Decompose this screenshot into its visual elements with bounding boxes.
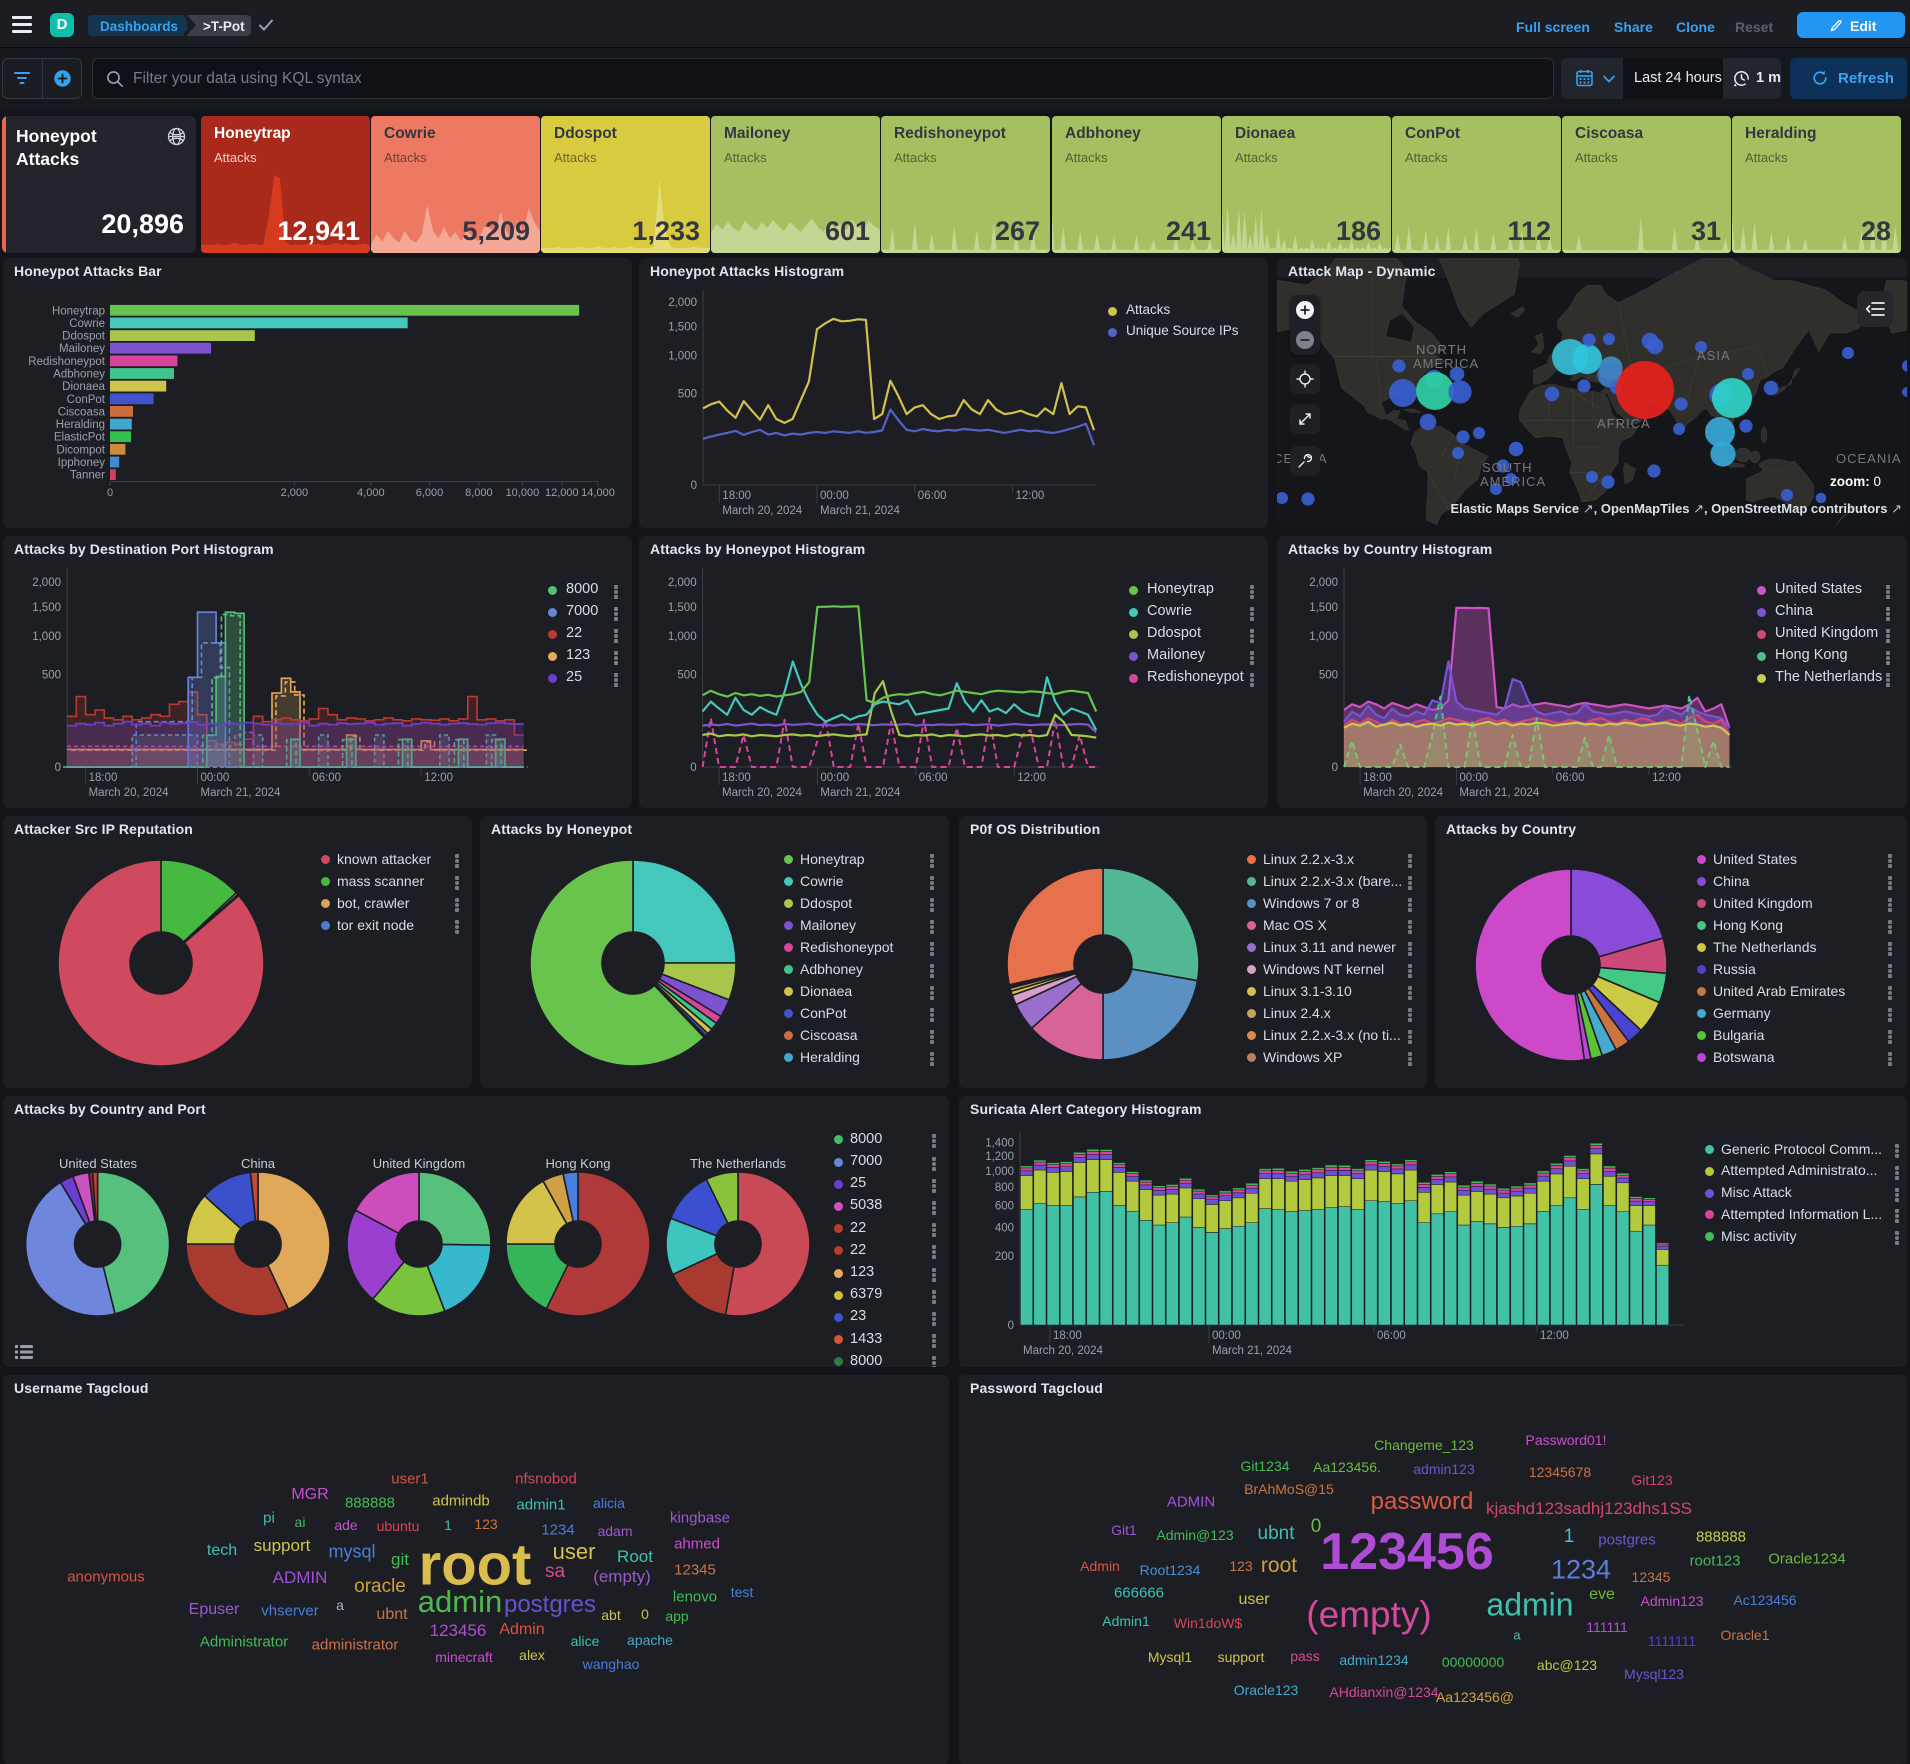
svg-text:10,000: 10,000 [506,487,540,499]
svg-text:Adbhoney: Adbhoney [53,369,105,381]
svg-text:0: 0 [107,487,113,499]
svg-text:ASIA: ASIA [1697,348,1731,363]
svg-text:Ipphoney: Ipphoney [58,457,106,469]
svg-text:NORTH: NORTH [1416,342,1467,357]
svg-text:March 21, 2024: March 21, 2024 [820,787,901,799]
svg-text:SOUTH: SOUTH [1482,460,1533,475]
svg-text:Ddospot: Ddospot [62,331,106,343]
svg-text:0: 0 [55,762,61,774]
svg-text:AFRICA: AFRICA [1597,416,1651,431]
svg-text:2,000: 2,000 [281,487,309,499]
svg-text:Redishoneypot: Redishoneypot [28,356,106,368]
svg-text:March 20, 2024: March 20, 2024 [89,787,170,799]
svg-text:March 21, 2024: March 21, 2024 [820,505,901,517]
svg-text:14,000: 14,000 [581,487,615,499]
svg-text:March 20, 2024: March 20, 2024 [722,787,803,799]
svg-text:0: 0 [1332,762,1338,774]
svg-text:1,200: 1,200 [985,1151,1014,1163]
svg-text:06:00: 06:00 [1377,1330,1406,1342]
svg-text:March 20, 2024: March 20, 2024 [722,505,803,517]
svg-text:1,000: 1,000 [985,1166,1014,1178]
svg-text:March 21, 2024: March 21, 2024 [1459,787,1540,799]
svg-text:800: 800 [995,1182,1014,1194]
svg-text:2,000: 2,000 [32,577,61,589]
svg-text:06:00: 06:00 [919,772,948,784]
svg-text:Dionaea: Dionaea [62,381,105,393]
svg-text:00:00: 00:00 [820,772,849,784]
svg-text:00:00: 00:00 [1212,1330,1241,1342]
svg-text:1,000: 1,000 [32,631,61,643]
svg-text:18:00: 18:00 [722,772,751,784]
svg-text:12:00: 12:00 [1016,490,1045,502]
svg-text:500: 500 [678,389,697,401]
svg-text:OCEANIA: OCEANIA [1836,451,1902,466]
svg-text:Heralding: Heralding [56,419,105,431]
svg-text:1,000: 1,000 [668,631,697,643]
svg-text:06:00: 06:00 [312,772,341,784]
svg-text:ConPot: ConPot [67,394,106,406]
svg-text:March 20, 2024: March 20, 2024 [1023,1345,1104,1357]
svg-text:1,500: 1,500 [1309,602,1338,614]
svg-text:12:00: 12:00 [1540,1330,1569,1342]
svg-text:00:00: 00:00 [820,490,849,502]
svg-text:0: 0 [1008,1320,1014,1332]
svg-text:18:00: 18:00 [89,772,118,784]
svg-text:18:00: 18:00 [722,490,751,502]
svg-text:200: 200 [995,1251,1014,1263]
svg-text:2,000: 2,000 [668,577,697,589]
svg-text:12:00: 12:00 [424,772,453,784]
svg-text:12:00: 12:00 [1017,772,1046,784]
svg-text:March 20, 2024: March 20, 2024 [1363,787,1444,799]
svg-text:1,500: 1,500 [668,322,697,334]
svg-text:18:00: 18:00 [1053,1330,1082,1342]
svg-text:AMERICA: AMERICA [1413,356,1479,371]
svg-text:18:00: 18:00 [1363,772,1392,784]
svg-text:AMERICA: AMERICA [1480,474,1546,489]
svg-text:1,400: 1,400 [985,1138,1014,1150]
svg-text:06:00: 06:00 [918,490,947,502]
svg-text:March 21, 2024: March 21, 2024 [201,787,282,799]
svg-text:400: 400 [995,1222,1014,1234]
svg-text:Dicompot: Dicompot [56,444,105,456]
svg-text:Honeytrap: Honeytrap [52,305,105,317]
svg-text:12,000: 12,000 [545,487,579,499]
svg-text:600: 600 [995,1201,1014,1213]
svg-text:0: 0 [691,480,697,492]
svg-text:2,000: 2,000 [1309,577,1338,589]
svg-text:1,500: 1,500 [668,602,697,614]
svg-text:1,000: 1,000 [1309,631,1338,643]
svg-text:0: 0 [690,762,696,774]
svg-text:500: 500 [1319,670,1338,682]
svg-text:Ciscoasa: Ciscoasa [58,406,106,418]
svg-text:1,500: 1,500 [32,602,61,614]
svg-text:06:00: 06:00 [1556,772,1585,784]
svg-text:1,000: 1,000 [668,351,697,363]
svg-text:8,000: 8,000 [465,487,493,499]
svg-text:4,000: 4,000 [357,487,385,499]
svg-text:00:00: 00:00 [201,772,230,784]
svg-text:12:00: 12:00 [1652,772,1681,784]
svg-text:500: 500 [677,670,696,682]
svg-text:March 21, 2024: March 21, 2024 [1212,1345,1293,1357]
svg-text:Cowrie: Cowrie [69,318,105,330]
svg-text:2,000: 2,000 [668,297,697,309]
svg-text:00:00: 00:00 [1459,772,1488,784]
svg-text:500: 500 [42,670,61,682]
svg-text:ElasticPot: ElasticPot [54,432,106,444]
svg-text:Tanner: Tanner [70,470,105,482]
svg-text:6,000: 6,000 [416,487,444,499]
svg-text:Mailoney: Mailoney [59,343,105,355]
